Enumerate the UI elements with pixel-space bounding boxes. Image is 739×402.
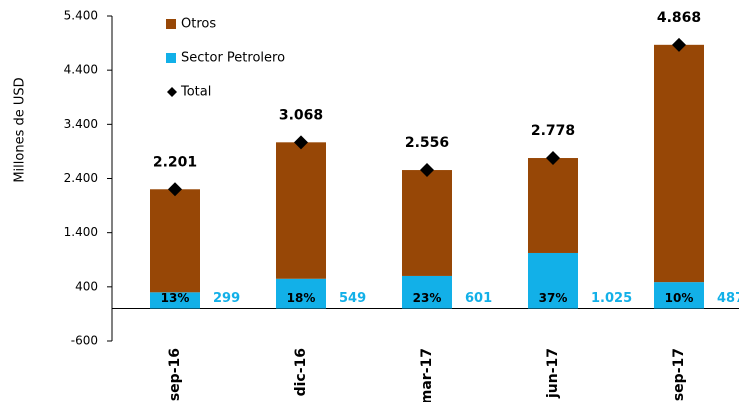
x-tick-label: sep-16 xyxy=(167,348,183,401)
y-tick-label: 2.400 xyxy=(64,171,98,185)
x-tick-label: jun-17 xyxy=(545,348,561,399)
y-axis-label: Millones de USD xyxy=(13,77,28,182)
bar-segment xyxy=(654,282,704,309)
percent-label: 13% xyxy=(161,291,190,305)
y-tick-label: -600 xyxy=(71,334,98,348)
y-tick-label: 3.400 xyxy=(64,117,98,131)
legend-label: Total xyxy=(180,85,211,100)
percent-label: 37% xyxy=(539,291,568,305)
percent-label: 23% xyxy=(413,291,442,305)
total-marker xyxy=(672,37,686,52)
y-tick-label: 5.400 xyxy=(64,9,98,23)
legend-swatch xyxy=(166,53,176,63)
x-tick-label: sep-17 xyxy=(671,348,687,401)
bar-segment xyxy=(150,189,200,293)
value-label: 1.025 xyxy=(591,291,632,306)
bar-segment xyxy=(528,252,578,309)
y-tick-label: 1.400 xyxy=(64,225,98,239)
total-label: 2.201 xyxy=(153,154,197,170)
total-label: 2.778 xyxy=(531,123,575,139)
total-label: 2.556 xyxy=(405,135,449,151)
value-label: 601 xyxy=(465,291,492,306)
percent-label: 18% xyxy=(287,291,316,305)
total-marker xyxy=(420,163,434,178)
value-label: 487 xyxy=(717,291,739,306)
bar-segment xyxy=(654,44,704,283)
total-label: 3.068 xyxy=(279,107,323,123)
bar-segment xyxy=(276,278,326,309)
value-label: 549 xyxy=(339,291,366,306)
y-tick-label: 4.400 xyxy=(64,63,98,77)
legend-swatch xyxy=(166,19,176,29)
legend-marker xyxy=(167,87,177,97)
x-tick-label: mar-17 xyxy=(419,348,435,402)
percent-label: 10% xyxy=(665,291,694,305)
bar-segment xyxy=(150,292,200,309)
bar-segment xyxy=(402,170,452,276)
bar-segment xyxy=(402,275,452,309)
legend-label: Otros xyxy=(181,17,216,32)
total-marker xyxy=(294,135,308,150)
total-marker xyxy=(168,182,182,197)
legend-label: Sector Petrolero xyxy=(181,51,285,66)
bar-segment xyxy=(528,158,578,253)
value-label: 299 xyxy=(213,291,240,306)
y-tick-label: 400 xyxy=(75,279,98,293)
total-label: 4.868 xyxy=(657,10,701,26)
bar-segment xyxy=(276,142,326,279)
x-tick-label: dic-16 xyxy=(293,348,309,396)
total-marker xyxy=(546,151,560,166)
